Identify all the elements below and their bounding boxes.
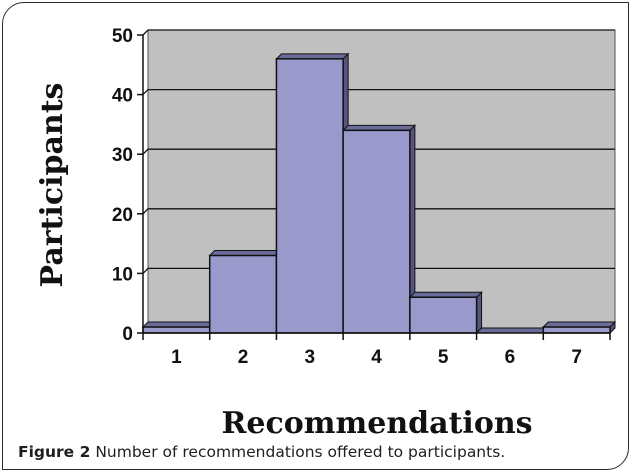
x-tick-label: 3 [304, 347, 315, 368]
figure-frame [2, 2, 629, 470]
bar-top [141, 321, 216, 328]
bar [275, 52, 350, 335]
figure-label: Figure 2 [18, 443, 91, 461]
bar [208, 249, 283, 335]
x-tick-label: 6 [505, 347, 516, 368]
y-tick-label: 40 [112, 86, 133, 107]
bar [341, 124, 417, 335]
gridline [142, 208, 615, 215]
gridline [142, 267, 615, 274]
bar-top [408, 291, 483, 298]
caption-text: Number of recommendations offered to par… [95, 443, 506, 461]
bar [408, 291, 483, 335]
y-axis-label: Participants [35, 83, 70, 288]
y-tick-label: 0 [122, 324, 133, 345]
x-axis-label: Recommendations [221, 406, 532, 441]
y-tick-label: 10 [112, 264, 133, 285]
gridline [142, 29, 615, 36]
x-tick-label: 5 [438, 347, 449, 368]
gridline [142, 148, 615, 155]
figure-caption: Figure 2 Number of recommendations offer… [18, 443, 505, 461]
bar-front [542, 326, 611, 334]
bar-top [208, 250, 283, 257]
bar-top [542, 321, 617, 328]
x-tick-label: 7 [571, 347, 582, 368]
bar [542, 320, 617, 335]
bar-front [342, 129, 411, 334]
y-tick-label: 20 [112, 205, 133, 226]
y-tick-label: 50 [112, 26, 133, 47]
x-tick-label: 4 [371, 347, 382, 368]
bar-front [208, 254, 278, 334]
bar [141, 320, 216, 335]
bar-side [476, 291, 483, 335]
bar-front [409, 296, 478, 334]
x-tick-label: 2 [238, 347, 249, 368]
y-tick-label: 30 [112, 145, 133, 166]
bar-front [275, 58, 344, 334]
bar-front [142, 326, 211, 334]
gridline [142, 88, 615, 96]
x-tick-label: 1 [171, 347, 182, 368]
